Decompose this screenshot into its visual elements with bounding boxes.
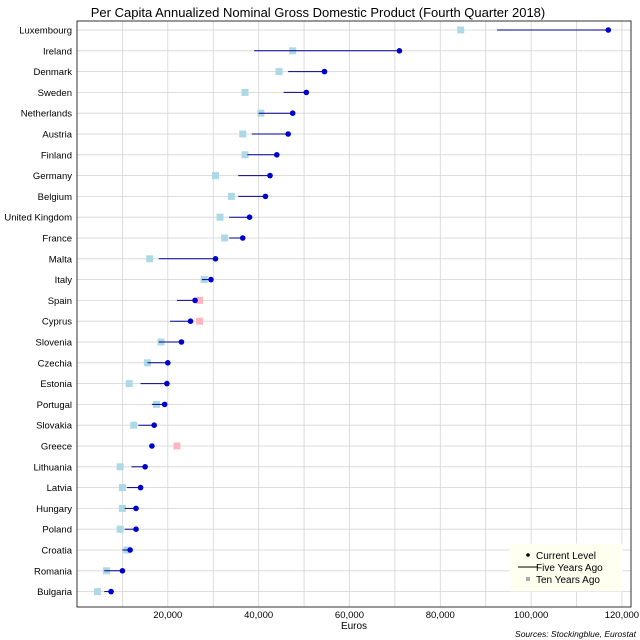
current-level-point-lithuania (142, 464, 148, 470)
x-tick-label: 80,000 (426, 610, 455, 621)
current-level-point-estonia (164, 380, 170, 387)
y-tick-label-bulgaria: Bulgaria (37, 587, 73, 598)
current-level-point-united-kingdom (246, 214, 253, 220)
y-tick-label-poland: Poland (42, 525, 72, 536)
current-level-point-croatia (127, 547, 133, 553)
y-tick-label-greece: Greece (41, 442, 72, 453)
y-tick-label-sweden: Sweden (38, 88, 72, 99)
legend-ten-symbol (526, 577, 530, 581)
x-axis-title: Euros (341, 621, 367, 632)
legend: Current Level Five Years Ago Ten Years A… (509, 543, 623, 592)
ten-years-ago-marker-finland (241, 151, 249, 159)
source-note: Sources: Stockingblue, Eurostat (515, 629, 637, 639)
data-marks (93, 26, 612, 596)
ten-years-ago-marker-denmark (275, 68, 283, 76)
ten-years-ago-marker-france (221, 234, 229, 242)
y-tick-label-estonia: Estonia (40, 379, 72, 390)
current-level-point-hungary (133, 505, 139, 512)
ten-years-ago-marker-hungary (118, 504, 126, 512)
ten-years-ago-marker-lithuania (116, 463, 124, 471)
y-tick-label-portugal: Portugal (37, 400, 72, 411)
y-tick-label-malta: Malta (49, 254, 73, 265)
current-level-point-romania (119, 568, 126, 574)
y-tick-label-netherlands: Netherlands (21, 109, 72, 120)
x-tick-label: 120,000 (605, 610, 639, 621)
current-level-point-poland (133, 526, 139, 532)
current-level-point-netherlands (289, 110, 296, 116)
y-tick-label-luxembourg: Luxembourg (19, 26, 72, 37)
ten-years-ago-marker-cyprus (196, 317, 204, 325)
ten-years-ago-marker-germany (212, 172, 219, 180)
x-tick-label: 40,000 (244, 610, 273, 621)
current-level-point-slovakia (151, 422, 157, 429)
current-level-point-austria (285, 131, 291, 137)
y-tick-label-hungary: Hungary (36, 504, 72, 515)
y-axis-labels: Luxembourg Ireland Denmark Sweden Netherland… (4, 26, 72, 599)
current-level-point-latvia (137, 484, 144, 491)
ten-years-ago-marker-greece (173, 442, 181, 450)
y-tick-label-finland: Finland (41, 150, 72, 161)
y-tick-label-lithuania: Lithuania (33, 462, 72, 473)
legend-five-label: Five Years Ago (536, 563, 603, 574)
current-level-point-italy (208, 276, 214, 283)
ten-years-ago-marker-luxembourg (457, 26, 465, 34)
y-tick-label-austria: Austria (42, 130, 72, 141)
ten-years-ago-marker-malta (146, 255, 154, 263)
legend-ten-label: Ten Years Ago (536, 575, 600, 586)
x-tick-label: 60,000 (335, 610, 364, 621)
y-tick-label-italy: Italy (55, 275, 73, 286)
legend-current-label: Current Level (536, 551, 596, 562)
y-tick-label-france: France (42, 234, 72, 245)
y-tick-label-belgium: Belgium (38, 192, 72, 203)
ten-years-ago-marker-united-kingdom (216, 213, 224, 221)
legend-current-symbol (526, 553, 530, 557)
ten-years-ago-marker-belgium (227, 192, 235, 200)
grid (77, 21, 631, 607)
current-level-point-denmark (321, 68, 328, 75)
y-tick-label-germany: Germany (33, 171, 72, 182)
current-level-point-greece (149, 443, 155, 449)
current-level-point-sweden (303, 89, 310, 96)
current-level-point-belgium (262, 193, 269, 200)
y-tick-label-croatia: Croatia (41, 546, 72, 557)
x-tick-label: 20,000 (153, 610, 182, 621)
current-level-point-cyprus (187, 318, 194, 325)
y-tick-label-slovenia: Slovenia (36, 338, 73, 349)
y-tick-label-cyprus: Cyprus (42, 317, 72, 328)
ten-years-ago-marker-sweden (241, 88, 249, 96)
y-tick-label-united-kingdom: United Kingdom (4, 213, 72, 224)
current-level-point-luxembourg (605, 27, 612, 33)
x-axis-labels: 20,000 40,000 60,000 80,000 100,000 120,000 (153, 610, 639, 621)
y-tick-label-czechia: Czechia (38, 358, 73, 369)
current-level-point-germany (267, 172, 273, 179)
current-level-point-czechia (165, 360, 171, 366)
current-level-point-france (239, 235, 246, 241)
x-tick-label: 100,000 (514, 610, 548, 621)
y-tick-label-latvia: Latvia (47, 483, 73, 494)
ten-years-ago-marker-estonia (125, 380, 133, 388)
y-tick-label-denmark: Denmark (33, 67, 72, 78)
current-level-point-spain (192, 297, 198, 304)
ten-years-ago-marker-latvia (118, 484, 126, 492)
current-level-point-malta (212, 255, 219, 262)
current-level-point-bulgaria (108, 588, 114, 595)
current-level-point-slovenia (178, 339, 185, 345)
chart-title: Per Capita Annualized Nominal Gross Dome… (91, 5, 545, 20)
ten-years-ago-marker-slovakia (130, 421, 138, 429)
current-level-point-ireland (396, 48, 403, 54)
y-tick-label-spain: Spain (48, 296, 72, 307)
plot-area (76, 20, 632, 608)
ten-years-ago-marker-poland (116, 525, 124, 533)
y-tick-label-ireland: Ireland (43, 46, 72, 57)
ten-years-ago-marker-spain (196, 296, 204, 304)
current-level-point-portugal (161, 401, 168, 408)
ten-years-ago-marker-bulgaria (93, 588, 101, 596)
ten-years-ago-marker-austria (239, 130, 247, 138)
current-level-point-finland (274, 152, 280, 158)
y-tick-label-slovakia: Slovakia (36, 421, 73, 432)
y-tick-label-romania: Romania (34, 566, 73, 577)
